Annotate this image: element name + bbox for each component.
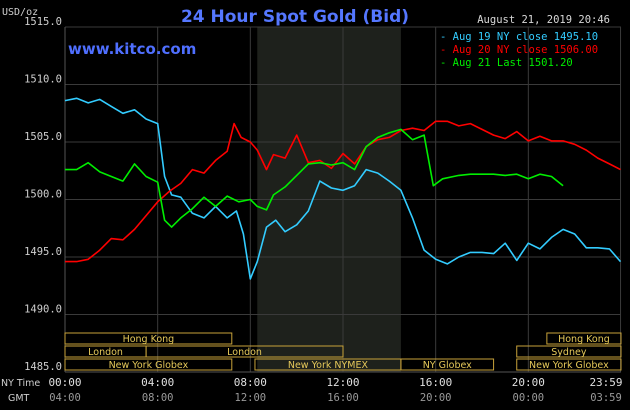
session-bar xyxy=(145,345,344,358)
session-bar xyxy=(400,358,495,371)
legend-entry: - Aug 19 NY close 1495.10 xyxy=(440,31,598,43)
series-line xyxy=(64,97,622,280)
session-bar xyxy=(546,332,622,345)
x-tick-label-ny: 08:00 xyxy=(234,376,267,389)
x-tick-label-ny: 23:59 xyxy=(589,376,622,389)
x-tick-label-ny: 16:00 xyxy=(419,376,452,389)
session-label: Hong Kong xyxy=(123,334,175,345)
session-label: Hong Kong xyxy=(558,334,610,345)
timestamp: August 21, 2019 20:46 xyxy=(477,14,610,26)
x-tick-label-ny: 12:00 xyxy=(326,376,359,389)
session-label: Sydney xyxy=(551,347,587,358)
x-tick-label-gmt: 03:59 xyxy=(590,392,622,404)
x-tick-label-gmt: 16:00 xyxy=(327,392,359,404)
series-line xyxy=(65,120,621,263)
session-bar xyxy=(516,345,622,358)
session-bar xyxy=(516,358,622,371)
grid xyxy=(64,26,622,373)
y-tick-labels: 1515.0 1510.0 1505.0 1500.0 1495.0 1490.0 1485… xyxy=(24,16,62,373)
legend: - Aug 19 NY close 1495.10- Aug 20 NY clo… xyxy=(440,31,598,69)
y-tick-label: 1505.0 xyxy=(24,131,62,143)
session-label: London xyxy=(227,347,262,358)
session-bar xyxy=(64,358,233,371)
y-tick-label: 1500.0 xyxy=(24,189,62,201)
legend-entry: - Aug 20 NY close 1506.00 xyxy=(440,44,598,56)
session-label: New York NYMEX xyxy=(288,360,369,371)
x-tick-labels: 00:00 04:00 04:00 08:00 08:00 12:00 12:00 16:00… xyxy=(48,376,622,404)
session-label: London xyxy=(88,347,123,358)
session-label: NY Globex xyxy=(423,360,472,371)
x-tick-label-gmt: 20:00 xyxy=(420,392,452,404)
x-tick-label-ny: 00:00 xyxy=(48,376,81,389)
currency-label: USD/oz xyxy=(2,7,38,18)
x-tick-label-ny: 20:00 xyxy=(512,376,545,389)
watermark: www.kitco.com xyxy=(68,40,196,58)
series-lines xyxy=(64,97,622,280)
y-tick-label: 1515.0 xyxy=(24,16,62,28)
x-tick-label-ny: 04:00 xyxy=(141,376,174,389)
x-tick-label-gmt: 04:00 xyxy=(49,392,81,404)
x-tick-label-gmt: 00:00 xyxy=(513,392,545,404)
x-tick-label-gmt: 08:00 xyxy=(142,392,174,404)
x-tick-label-gmt: 12:00 xyxy=(235,392,267,404)
session-bar xyxy=(64,332,233,345)
session-label: New York Globex xyxy=(109,360,189,371)
chart-title: 24 Hour Spot Gold (Bid) xyxy=(181,7,409,27)
y-tick-label: 1510.0 xyxy=(24,74,62,86)
series-line xyxy=(65,128,564,228)
y-tick-label: 1495.0 xyxy=(24,246,62,258)
legend-entry: - Aug 21 Last 1501.20 xyxy=(440,57,573,69)
ny-time-label: NY Time xyxy=(1,378,40,389)
y-tick-label: 1485.0 xyxy=(24,361,62,373)
y-tick-label: 1490.0 xyxy=(24,304,62,316)
session-label: New York Globex xyxy=(529,360,609,371)
gmt-label: GMT xyxy=(8,393,30,404)
